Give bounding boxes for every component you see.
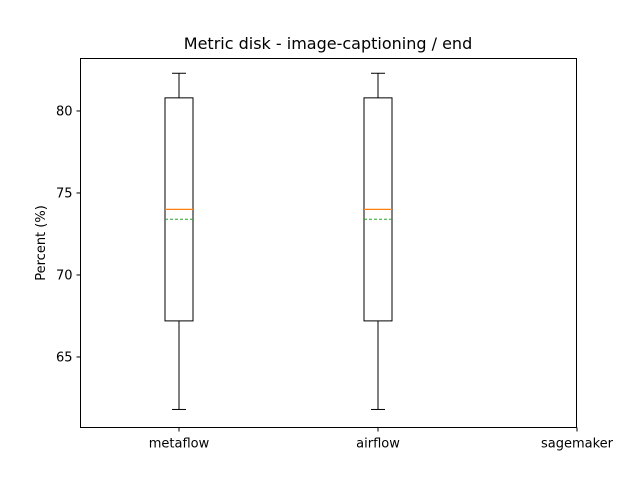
x-tick-label: sagemaker [541,437,614,452]
chart-title: Metric disk - image-captioning / end [184,34,472,53]
y-tick-label: 65 [56,350,73,365]
y-tick-label: 70 [56,268,73,283]
plot-frame [80,58,577,428]
y-tick-label: 80 [56,104,73,119]
x-tick-label: airflow [356,437,400,452]
y-axis-label: Percent (%) [34,205,49,281]
x-tick-label: metaflow [149,437,210,452]
y-tick-label: 75 [56,186,73,201]
plot-area: 65 70 75 80 metaflow airflow sagemaker [56,72,614,452]
